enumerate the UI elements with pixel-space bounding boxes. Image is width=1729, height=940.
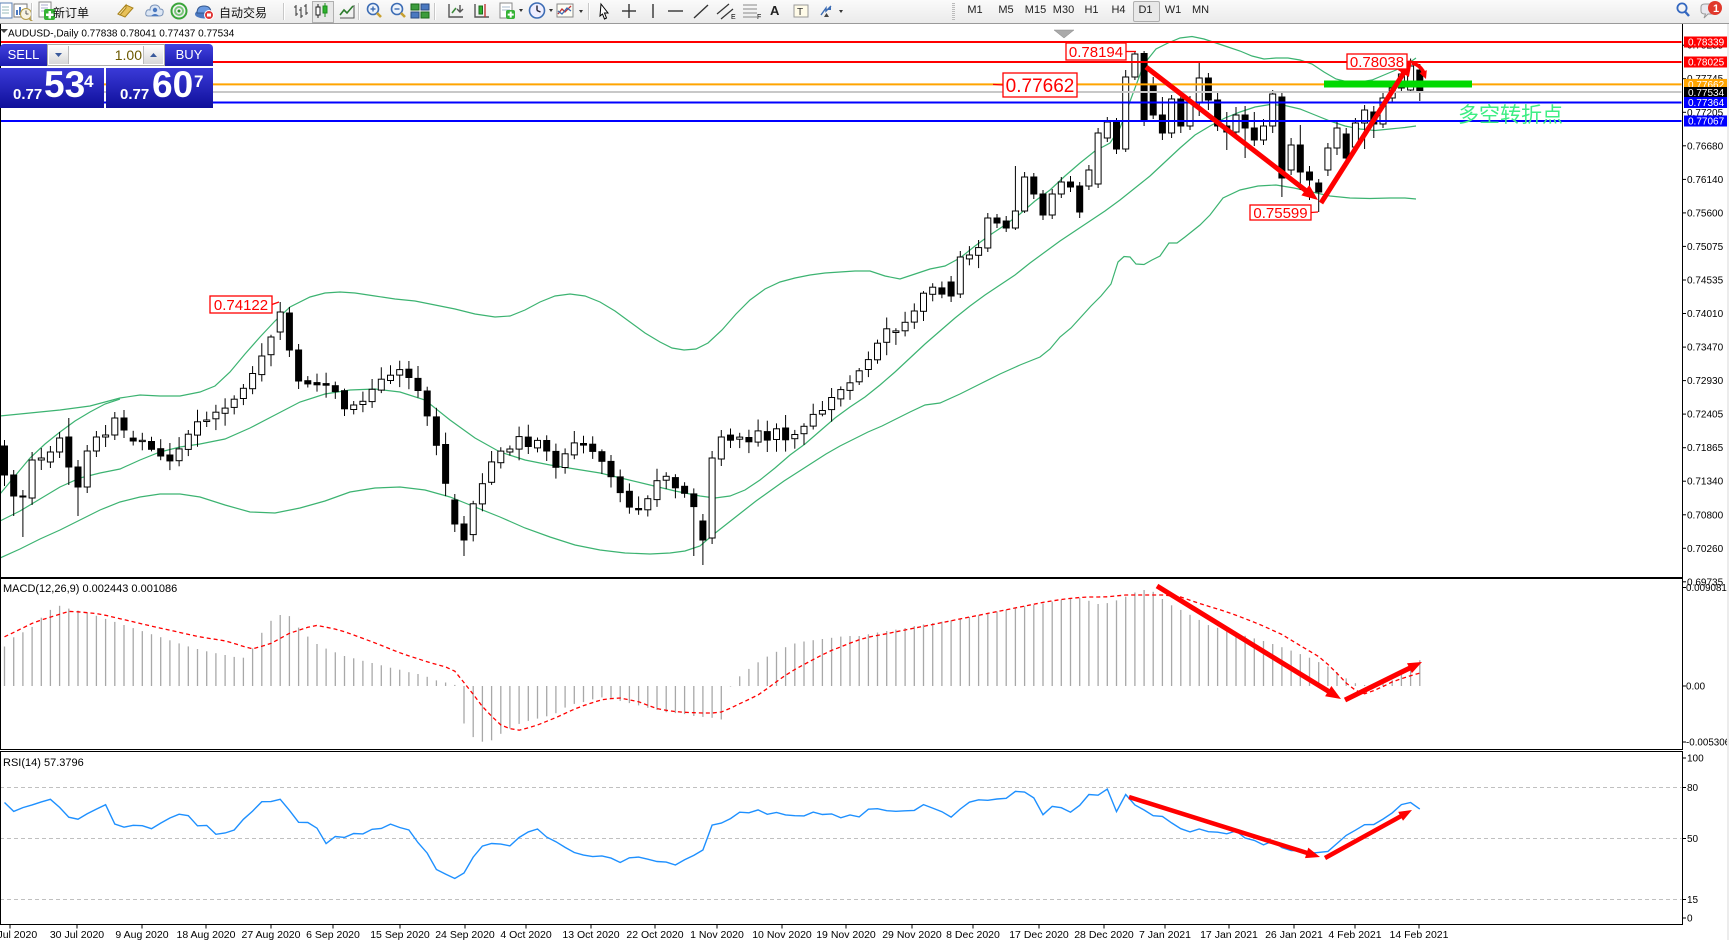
svg-text:0.74535: 0.74535	[1687, 276, 1724, 287]
svg-text:17 Jan 2021: 17 Jan 2021	[1200, 929, 1258, 940]
svg-text:17 Dec 2020: 17 Dec 2020	[1009, 929, 1069, 940]
svg-text:0.76140: 0.76140	[1687, 175, 1724, 186]
svg-text:0.74010: 0.74010	[1687, 309, 1724, 320]
svg-text:F: F	[757, 14, 761, 21]
svg-text:50: 50	[1687, 834, 1699, 845]
svg-text:26 Jan 2021: 26 Jan 2021	[1265, 929, 1323, 940]
svg-text:100: 100	[1687, 754, 1704, 765]
svg-text:13 Oct 2020: 13 Oct 2020	[562, 929, 619, 940]
svg-text:0.009081: 0.009081	[1686, 583, 1727, 594]
svg-text:0.70800: 0.70800	[1687, 510, 1724, 521]
svg-text:0.77205: 0.77205	[1687, 108, 1724, 119]
svg-text:RSI(14) 57.3796: RSI(14) 57.3796	[3, 757, 84, 769]
svg-text:0.76680: 0.76680	[1687, 141, 1724, 152]
svg-text:0.70260: 0.70260	[1687, 544, 1724, 555]
svg-text:0.78339: 0.78339	[1688, 38, 1725, 49]
svg-text:0.75075: 0.75075	[1687, 242, 1724, 253]
svg-text:1 Nov 2020: 1 Nov 2020	[690, 929, 744, 940]
svg-text:28 Dec 2020: 28 Dec 2020	[1074, 929, 1134, 940]
svg-text:15: 15	[1687, 895, 1699, 906]
svg-text:30 Jul 2020: 30 Jul 2020	[50, 929, 104, 940]
svg-text:21 Jul 2020: 21 Jul 2020	[0, 929, 37, 940]
svg-text:1: 1	[1713, 3, 1719, 15]
svg-text:0.78038: 0.78038	[1350, 54, 1404, 71]
svg-text:29 Nov 2020: 29 Nov 2020	[882, 929, 942, 940]
svg-text:8 Dec 2020: 8 Dec 2020	[946, 929, 1000, 940]
svg-text:MACD(12,26,9) 0.002443 0.00108: MACD(12,26,9) 0.002443 0.001086	[3, 583, 177, 595]
svg-text:80: 80	[1687, 783, 1699, 794]
svg-text:0.71865: 0.71865	[1687, 443, 1724, 454]
svg-text:0.75599: 0.75599	[1253, 205, 1307, 222]
svg-text:15 Sep 2020: 15 Sep 2020	[370, 929, 430, 940]
svg-text:多空转折点: 多空转折点	[1458, 104, 1563, 127]
svg-text:14 Feb 2021: 14 Feb 2021	[1390, 929, 1449, 940]
svg-text:22 Oct 2020: 22 Oct 2020	[626, 929, 683, 940]
svg-text:4 Oct 2020: 4 Oct 2020	[500, 929, 552, 940]
svg-text:0.78194: 0.78194	[1069, 44, 1123, 61]
svg-text:9 Aug 2020: 9 Aug 2020	[115, 929, 168, 940]
svg-text:0.72930: 0.72930	[1687, 376, 1724, 387]
svg-text:7 Jan 2021: 7 Jan 2021	[1139, 929, 1191, 940]
svg-text:24 Sep 2020: 24 Sep 2020	[435, 929, 495, 940]
svg-text:0.74122: 0.74122	[214, 297, 268, 314]
svg-text:0.72405: 0.72405	[1687, 410, 1724, 421]
svg-text:0.78025: 0.78025	[1688, 58, 1725, 69]
svg-text:27 Aug 2020: 27 Aug 2020	[242, 929, 301, 940]
svg-text:0.00: 0.00	[1686, 682, 1706, 693]
svg-text:0.77534: 0.77534	[1688, 88, 1725, 99]
svg-text:0.77364: 0.77364	[1688, 98, 1725, 109]
svg-text:0.71340: 0.71340	[1687, 477, 1724, 488]
svg-text:0.77662: 0.77662	[1006, 76, 1075, 97]
svg-text:19 Nov 2020: 19 Nov 2020	[816, 929, 876, 940]
svg-text:0.69735: 0.69735	[1687, 577, 1724, 588]
svg-text:0.75600: 0.75600	[1687, 208, 1724, 219]
svg-text:4 Feb 2021: 4 Feb 2021	[1328, 929, 1381, 940]
svg-text:0.77067: 0.77067	[1688, 117, 1725, 128]
svg-text:10 Nov 2020: 10 Nov 2020	[752, 929, 812, 940]
svg-text:0: 0	[1687, 914, 1693, 925]
svg-text:T: T	[797, 7, 803, 18]
svg-text:6 Sep 2020: 6 Sep 2020	[306, 929, 360, 940]
svg-text:18 Aug 2020: 18 Aug 2020	[177, 929, 236, 940]
svg-text:AUDUSD-,Daily 0.77838 0.78041: AUDUSD-,Daily 0.77838 0.78041 0.77437 0.…	[8, 29, 235, 40]
svg-text:-0.005306: -0.005306	[1686, 738, 1729, 749]
svg-text:0.77662: 0.77662	[1688, 80, 1725, 91]
svg-text:E: E	[731, 14, 736, 21]
svg-text:0.73470: 0.73470	[1687, 343, 1724, 354]
